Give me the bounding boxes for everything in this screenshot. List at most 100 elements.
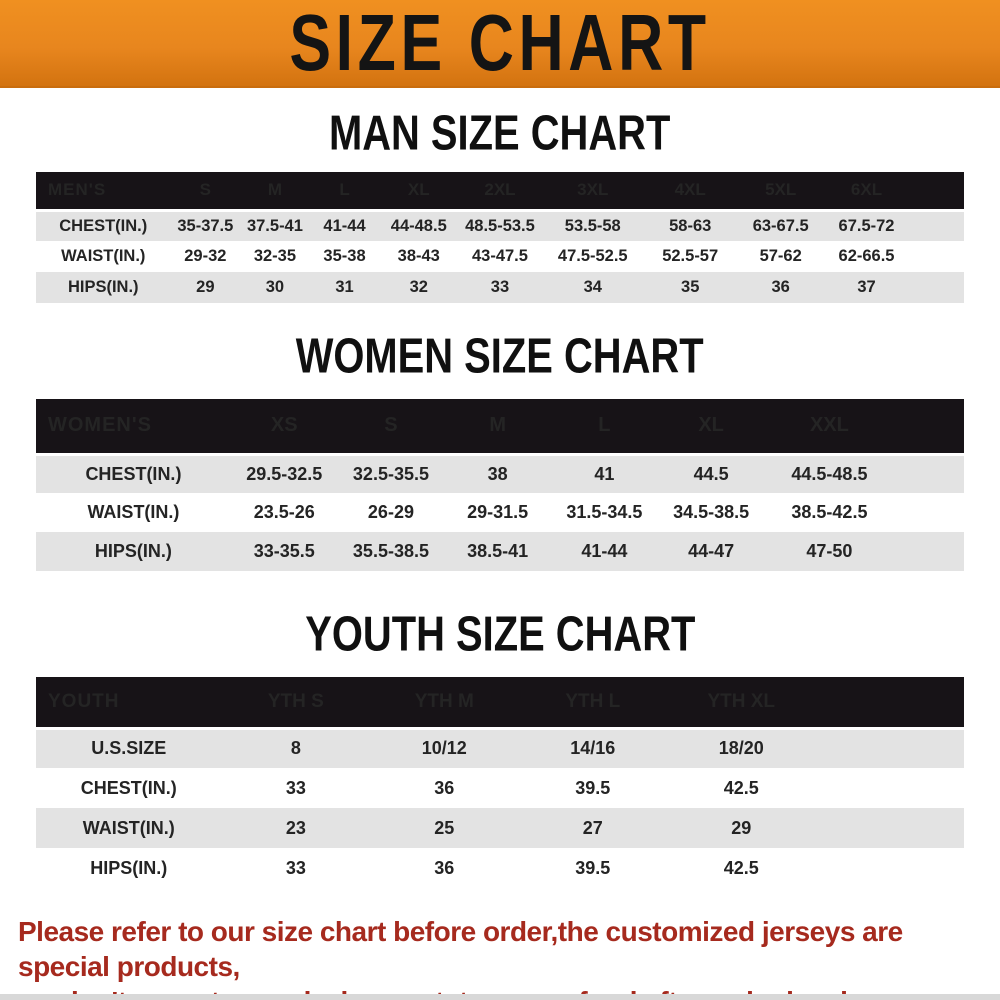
size-value: 42.5 [723, 777, 759, 798]
column-header: M [240, 172, 310, 212]
section-men: MAN SIZE CHART MEN'S S M L XL 2XL 3XL 4XL 5XL 6XL… [0, 108, 1000, 303]
size-value: 14/16 [518, 728, 667, 768]
column-header: S [337, 399, 445, 456]
size-value: 32-35 [253, 247, 297, 265]
table-corner-label: WOMEN'S [36, 399, 231, 456]
size-value: 8 [221, 728, 371, 768]
size-value: 53.5-58 [541, 210, 644, 241]
men-section-heading: MAN SIZE CHART [0, 108, 1000, 158]
size-value: 33 [458, 272, 542, 303]
table-corner-label: YOUTH [36, 677, 222, 730]
row-spacer [908, 241, 964, 272]
women-section-heading: WOMEN SIZE CHART [0, 331, 1000, 381]
row-label: CHEST(IN.) [80, 777, 177, 798]
men-size-table: MEN'S S M L XL 2XL 3XL 4XL 5XL 6XL CHEST(IN.) 35-37… [36, 172, 964, 303]
column-header: L [309, 172, 380, 212]
disclaimer-line-1: Please refer to our size chart before or… [18, 916, 903, 982]
size-value: 29 [667, 808, 816, 848]
men-table-wrap: MEN'S S M L XL 2XL 3XL 4XL 5XL 6XL CHEST(IN.) 35-37… [36, 172, 964, 303]
section-youth: YOUTH SIZE CHART YOUTH YTH S YTH M YTH L YTH… [0, 609, 1000, 888]
table-header-row: WOMEN'S XS S M L XL XXL [36, 399, 964, 456]
women-table-wrap: WOMEN'S XS S M L XL XXL CHEST(IN.) 29.5-32.5 32.5… [36, 399, 964, 571]
size-value: 34 [541, 272, 644, 303]
column-header: M [444, 399, 552, 456]
size-value: 23 [221, 808, 371, 848]
size-value: 29 [170, 272, 241, 303]
table-header-row: YOUTH YTH S YTH M YTH L YTH XL [36, 677, 964, 730]
row-label: HIPS(IN.) [36, 272, 171, 303]
size-value: 41-44 [551, 532, 658, 571]
table-row: HIPS(IN.) 29 30 31 32 33 34 35 36 37 [36, 272, 964, 303]
column-header: YTH M [370, 677, 519, 730]
size-value: 41-44 [309, 210, 380, 241]
size-value: 35-38 [323, 247, 366, 265]
size-value: 33-35.5 [230, 532, 338, 571]
size-value: 23.5-26 [253, 502, 315, 522]
women-section-heading-text: WOMEN SIZE CHART [296, 327, 704, 384]
row-label: WAIST(IN.) [36, 808, 222, 848]
column-header: 6XL [824, 172, 909, 212]
size-value: 39.5 [575, 857, 611, 878]
column-header: 3XL [541, 172, 644, 212]
size-value: 44-47 [657, 532, 765, 571]
size-value: 58-63 [643, 210, 737, 241]
youth-size-table: YOUTH YTH S YTH M YTH L YTH XL U.S.SIZE 8 10/12… [36, 677, 964, 888]
size-value: 52.5-57 [662, 247, 719, 265]
size-value: 39.5 [575, 777, 611, 798]
column-header: 2XL [458, 172, 542, 212]
size-value: 32.5-35.5 [337, 454, 445, 493]
table-row: WAIST(IN.) 29-32 32-35 35-38 38-43 43-47.5 47.… [36, 241, 964, 272]
size-value: 43-47.5 [471, 247, 528, 265]
page-title: SIZE CHART [289, 0, 711, 88]
size-value: 57-62 [759, 247, 802, 265]
table-row: WAIST(IN.) 23.5-26 26-29 29-31.5 31.5-34.5 34… [36, 493, 964, 532]
size-value: 29-32 [184, 247, 227, 265]
row-spacer [815, 808, 964, 848]
size-value: 35-37.5 [170, 210, 241, 241]
row-spacer [908, 210, 964, 241]
women-size-table: WOMEN'S XS S M L XL XXL CHEST(IN.) 29.5-32.5 32.5… [36, 399, 964, 571]
size-value: 35.5-38.5 [337, 532, 445, 571]
row-label: HIPS(IN.) [36, 532, 231, 571]
row-spacer [894, 454, 964, 493]
size-value: 37 [824, 272, 909, 303]
row-label: CHEST(IN.) [36, 210, 171, 241]
size-value: 32 [379, 272, 459, 303]
section-women: WOMEN SIZE CHART WOMEN'S XS S M L XL XXL CHEST(… [0, 331, 1000, 571]
column-header: YTH L [518, 677, 667, 730]
size-value: 33 [285, 777, 306, 798]
column-header: XS [230, 399, 338, 456]
size-value: 44.5-48.5 [764, 454, 895, 493]
header-spacer [894, 399, 964, 456]
row-spacer [894, 493, 964, 532]
size-value: 67.5-72 [824, 210, 909, 241]
row-label: WAIST(IN.) [61, 247, 146, 265]
size-value: 29.5-32.5 [230, 454, 338, 493]
size-value: 36 [434, 777, 455, 798]
size-value: 38.5-41 [444, 532, 552, 571]
column-header: 5XL [736, 172, 825, 212]
size-value: 18/20 [667, 728, 816, 768]
size-value: 38 [444, 454, 552, 493]
size-value: 29-31.5 [467, 502, 529, 522]
youth-table-wrap: YOUTH YTH S YTH M YTH L YTH XL U.S.SIZE 8 10/12… [36, 677, 964, 888]
size-value: 10/12 [370, 728, 519, 768]
row-spacer [894, 532, 964, 571]
banner: SIZE CHART [0, 0, 1000, 88]
size-value: 63-67.5 [736, 210, 825, 241]
size-value: 47-50 [764, 532, 895, 571]
row-label: U.S.SIZE [36, 728, 222, 768]
column-header: XL [657, 399, 765, 456]
table-row: CHEST(IN.) 33 36 39.5 42.5 [36, 768, 964, 808]
size-value: 44-48.5 [379, 210, 459, 241]
header-spacer [815, 677, 964, 730]
row-spacer [815, 848, 964, 888]
column-header: YTH S [221, 677, 371, 730]
disclaimer: Please refer to our size chart before or… [0, 914, 1000, 1000]
column-header: XL [379, 172, 459, 212]
table-row: HIPS(IN.) 33-35.5 35.5-38.5 38.5-41 41-44 44-… [36, 532, 964, 571]
size-value: 30 [240, 272, 310, 303]
table-row: HIPS(IN.) 33 36 39.5 42.5 [36, 848, 964, 888]
size-value: 44.5 [657, 454, 765, 493]
